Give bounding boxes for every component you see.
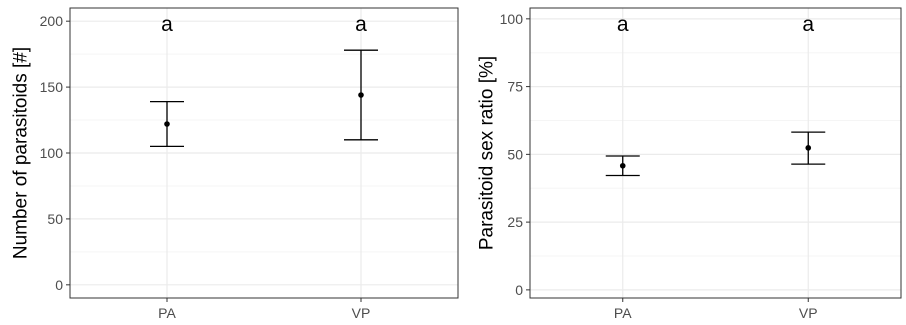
count-mean-point-vp xyxy=(358,92,364,98)
count-significance-letter-vp: a xyxy=(355,13,367,36)
sexratio-x-tick-label-vp: VP xyxy=(799,305,818,321)
count-y-tick-label: 150 xyxy=(40,79,64,95)
count-y-tick-label: 100 xyxy=(40,145,64,161)
chart-left-parasitoid-count: 0 50 100 150 200 PA VP Number of parasitoids [#… xyxy=(11,7,459,321)
sexratio-significance-letter-vp: a xyxy=(802,13,814,36)
sexratio-significance-letter-pa: a xyxy=(617,13,629,36)
count-mean-point-pa xyxy=(164,121,170,127)
count-x-tick-label-vp: VP xyxy=(352,305,371,321)
sexratio-mean-point-pa xyxy=(619,162,626,169)
sexratio-panel-border xyxy=(529,7,902,299)
chart-right-sex-ratio: 0 25 50 75 100 PA VP Parasitoid sex ratio [%] a a xyxy=(477,7,902,321)
count-y-tick-label: 0 xyxy=(55,277,63,293)
count-y-axis-title: Number of parasitoids [#] xyxy=(11,47,32,259)
sexratio-y-tick-label: 100 xyxy=(500,11,524,27)
sexratio-x-tick-label-pa: PA xyxy=(614,305,632,321)
sexratio-y-axis-title: Parasitoid sex ratio [%] xyxy=(477,56,498,250)
count-y-tick-label: 200 xyxy=(40,13,64,29)
count-y-tick-label: 50 xyxy=(47,211,63,227)
count-x-tick-label-pa: PA xyxy=(158,305,176,321)
sexratio-mean-point-vp xyxy=(805,145,812,151)
sexratio-y-tick-label: 0 xyxy=(515,282,523,298)
sexratio-y-tick-label: 25 xyxy=(507,214,523,230)
count-significance-letter-pa: a xyxy=(161,13,173,36)
sexratio-y-tick-label: 50 xyxy=(507,146,523,162)
sexratio-y-tick-label: 75 xyxy=(507,79,523,95)
